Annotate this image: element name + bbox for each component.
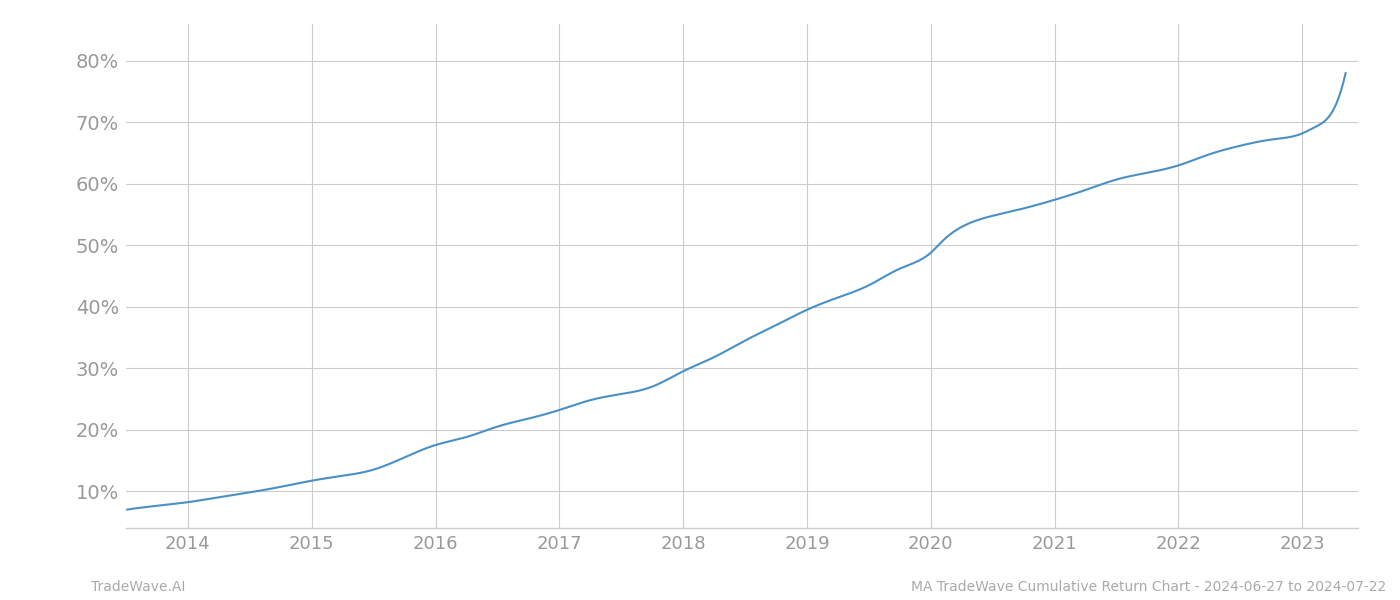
Text: TradeWave.AI: TradeWave.AI	[91, 580, 185, 594]
Text: MA TradeWave Cumulative Return Chart - 2024-06-27 to 2024-07-22: MA TradeWave Cumulative Return Chart - 2…	[911, 580, 1386, 594]
